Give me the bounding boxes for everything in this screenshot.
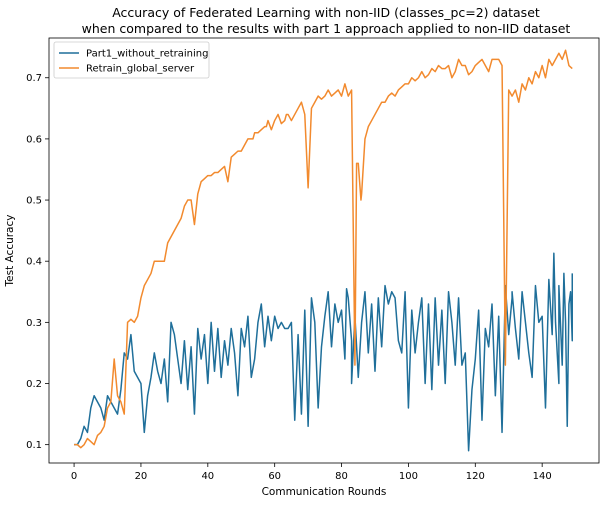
x-axis-label: Communication Rounds	[262, 486, 387, 498]
y-tick-label: 0.3	[26, 318, 42, 329]
y-tick-label: 0.4	[26, 257, 42, 268]
legend-label-retrain: Retrain_global_server	[86, 64, 195, 75]
x-tick-label: 100	[399, 471, 418, 482]
y-axis-label: Test Accuracy	[4, 215, 16, 288]
x-tick-label: 80	[335, 471, 348, 482]
y-tick-label: 0.5	[26, 196, 42, 207]
legend-label-part1: Part1_without_retraining	[86, 49, 208, 60]
x-axis: 0 20 40 60 80 100 120 140	[71, 463, 552, 482]
plot-frame	[48, 37, 600, 464]
legend: Part1_without_retraining Retrain_global_…	[53, 41, 210, 79]
x-tick-label: 60	[268, 471, 281, 482]
chart-subtitle: when compared to the results with part 1…	[82, 21, 571, 36]
x-tick-label: 0	[71, 471, 77, 482]
y-tick-label: 0.6	[26, 134, 42, 145]
y-tick-label: 0.2	[26, 379, 42, 390]
series-line-part1	[74, 252, 573, 452]
x-tick-label: 20	[135, 471, 148, 482]
y-tick-label: 0.7	[26, 73, 42, 84]
x-tick-label: 40	[201, 471, 214, 482]
plot-lines	[74, 49, 573, 452]
x-tick-label: 120	[466, 471, 485, 482]
x-tick-label: 140	[533, 471, 552, 482]
legend-box	[53, 41, 210, 79]
chart-title: Accuracy of Federated Learning with non-…	[112, 5, 540, 20]
y-tick-label: 0.1	[26, 440, 42, 451]
y-axis: 0.1 0.2 0.3 0.4 0.5 0.6 0.7	[26, 73, 49, 451]
series-line-retrain	[74, 49, 573, 449]
